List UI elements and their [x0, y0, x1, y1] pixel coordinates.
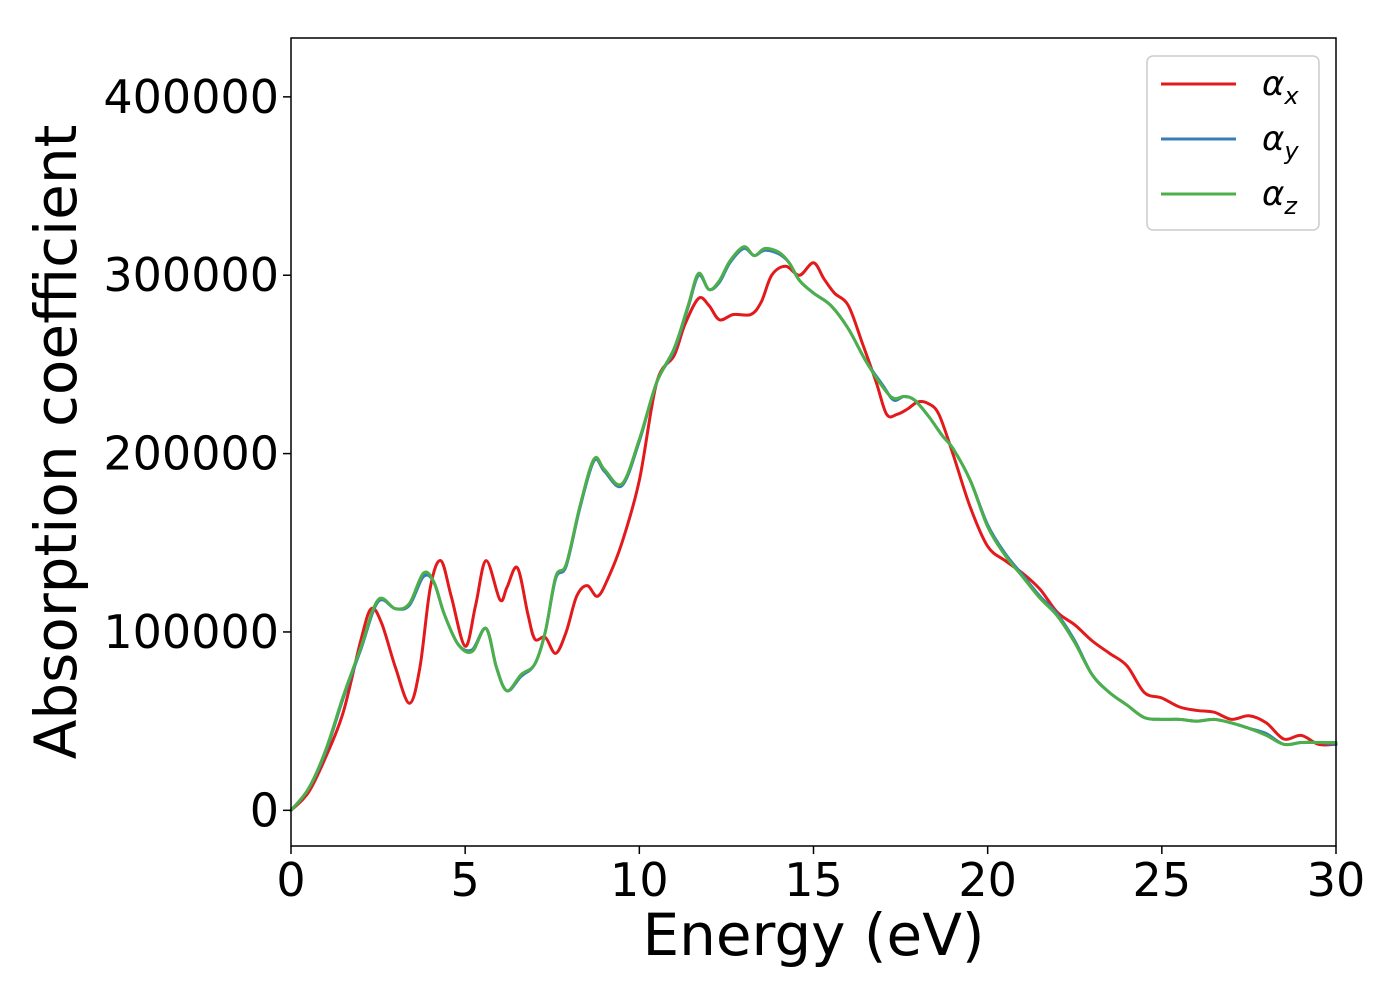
- legend-subscript: z: [1283, 192, 1298, 220]
- legend-label-y: αy: [1262, 119, 1299, 165]
- legend-label-z: αz: [1262, 174, 1298, 220]
- x-axis: 0 5 10 15 20 25 30: [276, 846, 1365, 907]
- x-tick-label: 10: [610, 853, 669, 907]
- legend-subscript: y: [1283, 137, 1299, 165]
- legend-symbol: α: [1262, 119, 1284, 159]
- x-tick-label: 25: [1133, 853, 1192, 907]
- series-line-z: [289, 245, 1338, 812]
- series-layer: [289, 245, 1338, 812]
- y-tick-label: 0: [250, 783, 279, 837]
- y-tick-label: 300000: [103, 248, 279, 302]
- series-line-y: [289, 246, 1338, 812]
- x-tick-label: 0: [276, 853, 305, 907]
- y-axis: 0 100000 200000 300000 400000: [103, 70, 291, 837]
- legend-subscript: x: [1283, 82, 1299, 110]
- x-tick-label: 30: [1307, 853, 1366, 907]
- y-tick-label: 100000: [103, 605, 279, 659]
- legend-label-x: αx: [1262, 64, 1299, 110]
- x-tick-label: 15: [784, 853, 843, 907]
- legend-box: [1146, 55, 1320, 231]
- y-tick-label: 400000: [103, 70, 279, 124]
- legend-symbol: α: [1262, 174, 1284, 214]
- series-line-x: [289, 261, 1338, 812]
- legend-symbol: α: [1262, 64, 1284, 104]
- y-tick-label: 200000: [103, 427, 279, 481]
- y-axis-title: Absorption coefficient: [22, 125, 90, 760]
- x-axis-title: Energy (eV): [642, 901, 984, 969]
- x-tick-label: 20: [958, 853, 1017, 907]
- x-tick-label: 5: [451, 853, 480, 907]
